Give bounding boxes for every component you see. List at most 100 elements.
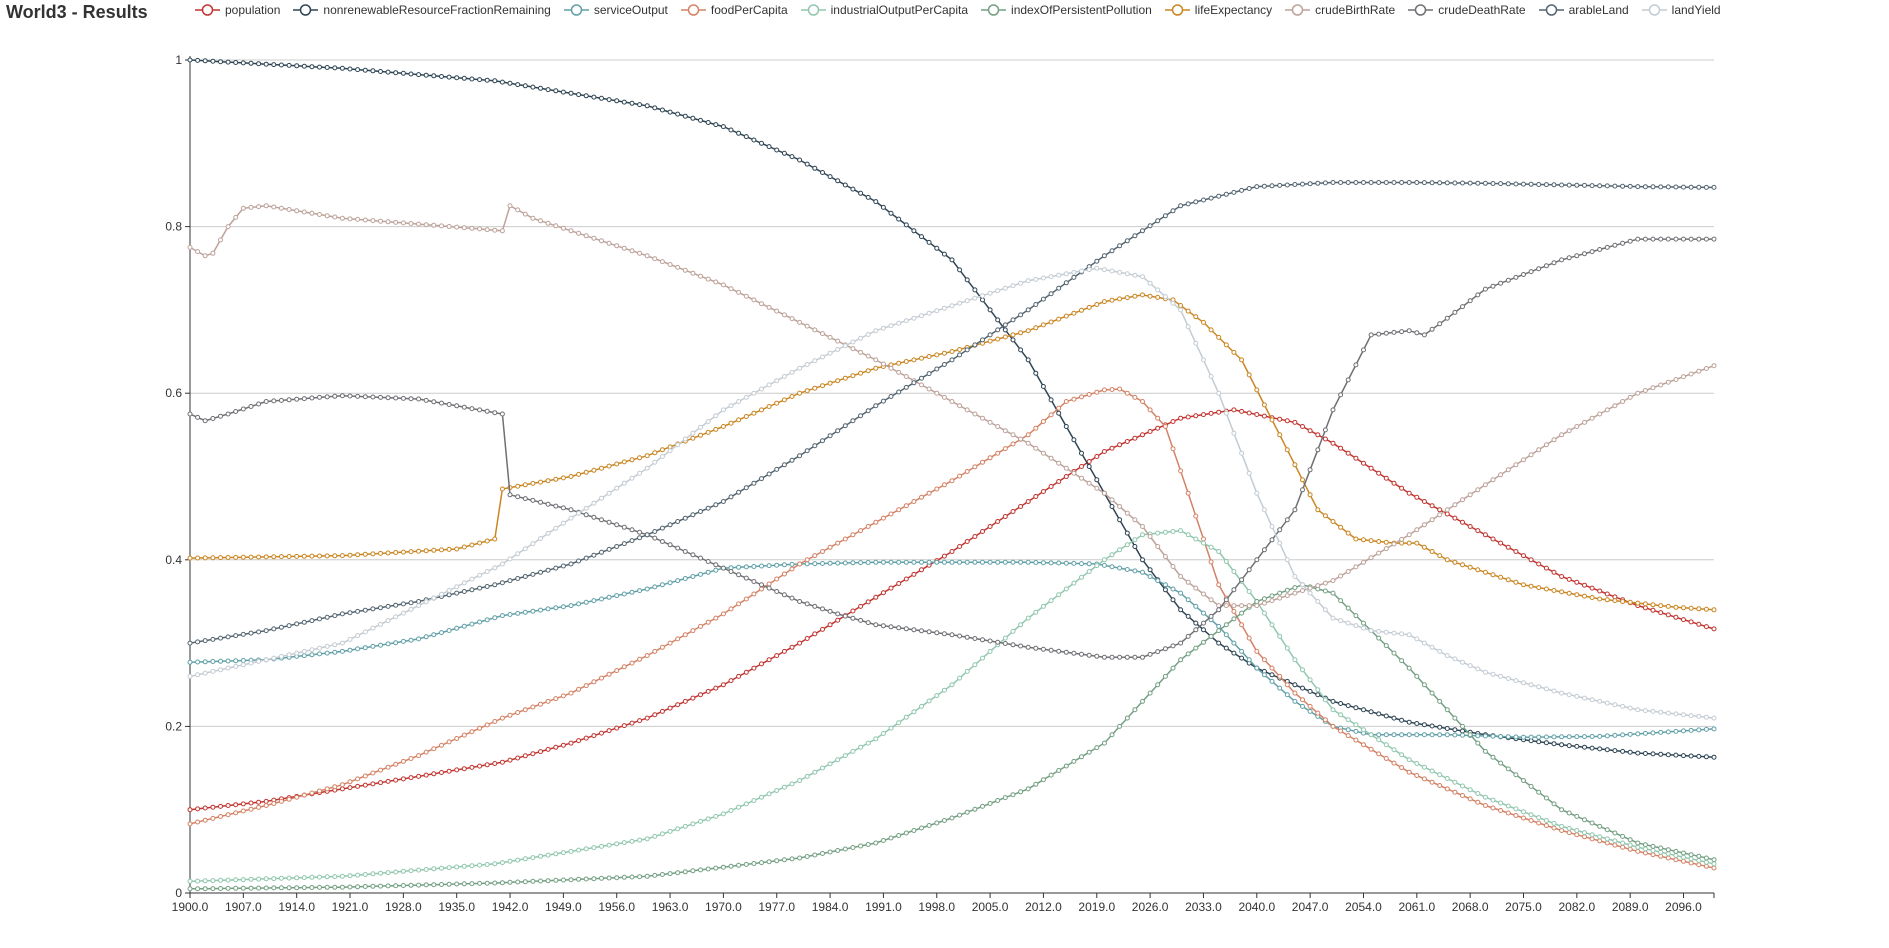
data-point	[1551, 820, 1557, 826]
data-point	[378, 883, 383, 889]
data-point	[1315, 447, 1321, 453]
data-point	[1269, 665, 1275, 671]
legend-item-indexOfPersistentPollution[interactable]: indexOfPersistentPollution	[981, 3, 1152, 17]
data-point	[286, 207, 292, 212]
data-point	[355, 608, 361, 614]
data-point	[934, 366, 940, 372]
data-point	[385, 764, 391, 770]
data-point	[507, 556, 513, 562]
data-point	[1338, 524, 1344, 530]
data-point	[1254, 490, 1260, 496]
data-point	[751, 591, 757, 597]
data-point	[1421, 180, 1427, 186]
y-tick-label: 0.4	[165, 553, 182, 567]
data-point	[1589, 697, 1595, 703]
legend-item-landYield[interactable]: landYield	[1641, 3, 1721, 17]
data-point	[1391, 650, 1397, 656]
data-point	[538, 878, 543, 884]
data-point	[789, 595, 795, 601]
data-point	[477, 763, 483, 769]
data-point	[271, 876, 277, 882]
data-point	[858, 617, 864, 623]
data-point	[1170, 446, 1176, 452]
data-point	[1673, 853, 1679, 858]
data-point	[362, 67, 368, 73]
data-point	[416, 221, 422, 227]
data-point	[301, 619, 307, 625]
data-point	[1094, 653, 1100, 659]
data-point	[751, 564, 757, 569]
legend-label: industrialOutputPerCapita	[830, 3, 969, 17]
data-point	[865, 194, 871, 200]
data-point	[278, 397, 284, 403]
data-point	[644, 253, 650, 259]
data-point	[1193, 199, 1199, 205]
data-point	[1559, 182, 1565, 188]
data-point	[644, 715, 650, 721]
data-point	[1627, 731, 1633, 737]
data-point	[347, 884, 353, 890]
data-point	[583, 469, 589, 475]
data-point	[705, 559, 711, 564]
data-point	[378, 642, 383, 648]
data-point	[1551, 588, 1557, 593]
legend-item-population[interactable]: population	[195, 3, 280, 17]
data-point	[1711, 726, 1717, 732]
data-point	[1582, 830, 1587, 836]
data-point	[309, 874, 315, 880]
data-point	[1132, 707, 1138, 713]
data-point	[1284, 692, 1290, 698]
data-point	[187, 807, 193, 813]
data-point	[408, 882, 414, 888]
data-point	[637, 250, 643, 256]
data-point	[499, 860, 505, 866]
data-point	[736, 601, 742, 607]
data-point	[896, 360, 902, 366]
data-point	[1063, 560, 1069, 566]
legend-item-crudeDeathRate[interactable]: crudeDeathRate	[1408, 3, 1526, 17]
data-point	[568, 515, 574, 521]
data-point	[1124, 439, 1130, 444]
data-point	[1582, 734, 1587, 740]
data-point	[957, 544, 963, 549]
data-point	[827, 380, 833, 386]
data-point	[804, 601, 810, 607]
data-point	[263, 803, 269, 808]
data-point	[423, 222, 429, 228]
data-point	[698, 273, 703, 279]
data-point	[1216, 640, 1222, 646]
data-point	[1315, 583, 1321, 589]
y-tick-label: 0.8	[165, 220, 182, 234]
data-point	[614, 593, 620, 599]
data-point	[1452, 656, 1458, 662]
data-point	[1079, 464, 1084, 469]
legend-item-nonrenewableResourceFractionRemaining[interactable]: nonrenewableResourceFractionRemaining	[293, 3, 551, 17]
data-point	[324, 213, 330, 219]
data-point	[1002, 322, 1008, 328]
legend-item-arableLand[interactable]: arableLand	[1538, 3, 1629, 17]
data-point	[1460, 497, 1465, 503]
data-point	[759, 563, 764, 569]
legend-item-industrialOutputPerCapita[interactable]: industrialOutputPerCapita	[800, 3, 969, 17]
legend-item-serviceOutput[interactable]: serviceOutput	[563, 3, 668, 17]
data-point	[820, 765, 825, 771]
legend-item-foodPerCapita[interactable]: foodPerCapita	[680, 3, 788, 17]
data-point	[1498, 472, 1504, 478]
data-point	[941, 482, 947, 488]
data-point	[820, 606, 825, 612]
data-point	[1185, 414, 1191, 420]
data-point	[439, 547, 444, 553]
data-point	[1551, 801, 1557, 807]
data-point	[644, 532, 650, 538]
data-point	[423, 772, 429, 778]
data-point	[903, 714, 909, 720]
legend-item-crudeBirthRate[interactable]: crudeBirthRate	[1285, 3, 1395, 17]
legend-item-lifeExpectancy[interactable]: lifeExpectancy	[1164, 3, 1272, 17]
data-point	[873, 594, 879, 600]
data-point	[1345, 450, 1351, 456]
data-point	[1033, 781, 1039, 787]
series-indexOfPersistentPollution	[187, 582, 1717, 892]
data-point	[1201, 627, 1206, 633]
data-point	[789, 561, 795, 567]
data-point	[903, 559, 909, 565]
